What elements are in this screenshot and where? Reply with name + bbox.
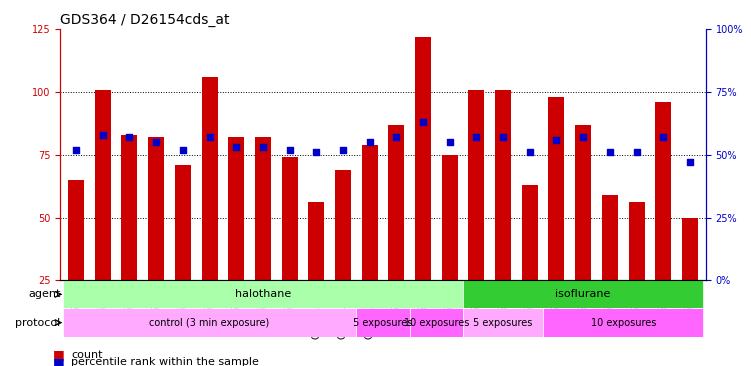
Bar [228, 137, 244, 343]
Bar [68, 180, 84, 343]
Text: 10 exposures: 10 exposures [590, 318, 656, 328]
Bar [682, 217, 698, 343]
Bar [335, 170, 351, 343]
Text: isoflurane: isoflurane [556, 290, 611, 299]
Point [604, 149, 616, 155]
Point [444, 139, 456, 145]
Bar [629, 202, 644, 343]
Text: count: count [71, 350, 103, 360]
FancyBboxPatch shape [63, 309, 356, 337]
Bar [308, 202, 324, 343]
Point [70, 147, 82, 153]
Bar [175, 165, 191, 343]
FancyBboxPatch shape [63, 280, 463, 309]
Bar [442, 155, 458, 343]
Point [391, 134, 403, 140]
Text: 10 exposures: 10 exposures [404, 318, 469, 328]
Bar [95, 90, 111, 343]
Text: halothane: halothane [235, 290, 291, 299]
Point [470, 134, 482, 140]
Text: control (3 min exposure): control (3 min exposure) [149, 318, 270, 328]
Point [257, 144, 269, 150]
Point [550, 137, 562, 143]
Bar [282, 157, 297, 343]
Bar [469, 90, 484, 343]
Text: ■: ■ [53, 348, 65, 362]
Point [231, 144, 243, 150]
Point [363, 139, 376, 145]
Point [97, 132, 109, 138]
Text: agent: agent [29, 290, 61, 299]
Bar [255, 137, 271, 343]
Bar [522, 185, 538, 343]
Text: protocol: protocol [15, 318, 61, 328]
Point [684, 159, 696, 165]
Bar [362, 145, 378, 343]
Point [523, 149, 535, 155]
Bar [201, 77, 218, 343]
FancyBboxPatch shape [410, 309, 463, 337]
Bar [602, 195, 618, 343]
Text: ■: ■ [53, 356, 65, 366]
Point [578, 134, 590, 140]
Bar [122, 135, 137, 343]
FancyBboxPatch shape [463, 309, 543, 337]
Point [284, 147, 296, 153]
Text: 5 exposures: 5 exposures [473, 318, 532, 328]
Bar [495, 90, 511, 343]
Point [497, 134, 509, 140]
Bar [655, 102, 671, 343]
Bar [148, 137, 164, 343]
FancyBboxPatch shape [463, 280, 703, 309]
Point [337, 147, 349, 153]
Point [204, 134, 216, 140]
FancyBboxPatch shape [356, 309, 410, 337]
Point [123, 134, 135, 140]
Point [657, 134, 669, 140]
Point [631, 149, 643, 155]
Point [417, 119, 429, 125]
Text: 5 exposures: 5 exposures [353, 318, 413, 328]
Point [176, 147, 189, 153]
Bar [575, 125, 591, 343]
Point [310, 149, 322, 155]
Bar [415, 37, 431, 343]
Text: percentile rank within the sample: percentile rank within the sample [71, 357, 259, 366]
FancyBboxPatch shape [543, 309, 703, 337]
Text: GDS364 / D26154cds_at: GDS364 / D26154cds_at [60, 13, 230, 27]
Point [150, 139, 162, 145]
Bar [388, 125, 404, 343]
Bar [548, 97, 565, 343]
